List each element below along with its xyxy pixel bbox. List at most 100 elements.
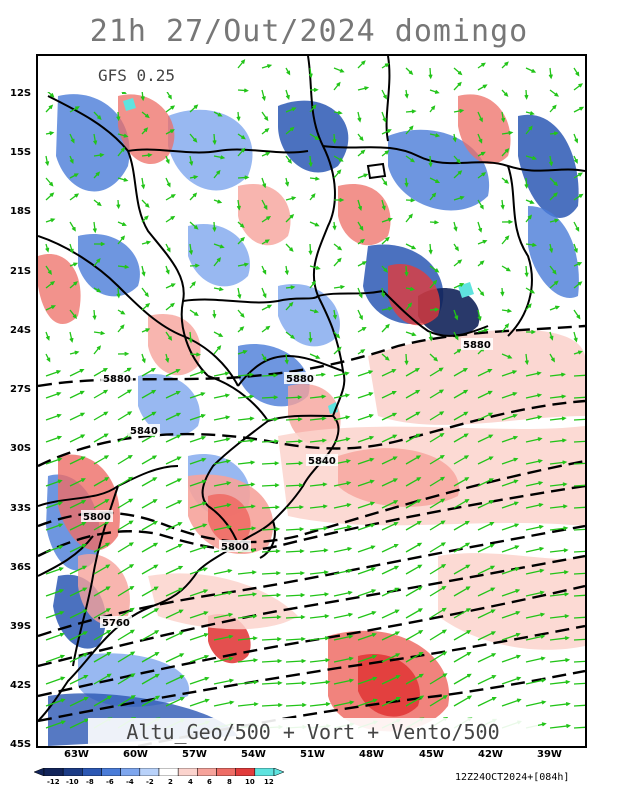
wind-arrow [477, 62, 486, 69]
wind-arrow [45, 280, 56, 289]
wind-arrow [357, 654, 378, 663]
wind-arrow [45, 654, 66, 663]
wind-arrow [381, 609, 400, 619]
wind-arrow [93, 367, 108, 377]
wind-arrow [380, 287, 386, 298]
wind-arrow [261, 177, 267, 189]
wind-arrow [573, 462, 585, 465]
wind-arrow [333, 546, 353, 553]
wind-arrow [429, 607, 447, 619]
wind-arrow [525, 199, 535, 204]
wind-arrow [357, 567, 377, 575]
wind-arrow [453, 411, 469, 421]
wind-arrow [237, 309, 245, 318]
wind-arrow [501, 323, 510, 333]
wind-arrow [405, 125, 414, 135]
wind-arrow [45, 305, 56, 311]
lat-label: 12S [10, 88, 32, 99]
wind-arrow [573, 309, 581, 320]
wind-arrow [501, 219, 514, 224]
wind-arrow [285, 107, 297, 113]
wind-arrow [45, 353, 51, 363]
wind-arrow [453, 498, 470, 509]
wind-arrow [237, 680, 259, 685]
wind-arrow [429, 563, 447, 575]
wind-arrow [69, 350, 80, 355]
wind-arrow [549, 243, 554, 254]
wind-arrow [117, 324, 125, 333]
wind-arrow [357, 149, 366, 157]
wind-arrow [261, 593, 282, 598]
wind-arrow [381, 63, 390, 69]
wind-arrow [453, 367, 468, 377]
contour-label: 5800 [83, 512, 111, 523]
wind-arrow [573, 262, 583, 267]
wind-arrow [573, 172, 583, 179]
wind-arrow [333, 590, 353, 597]
wind-arrow [573, 550, 585, 553]
wind-arrow [453, 695, 473, 707]
wind-arrow [285, 461, 304, 466]
wind-arrow [309, 265, 321, 270]
wind-arrow [261, 353, 267, 362]
wind-arrow [429, 585, 447, 597]
wind-arrow [549, 192, 558, 201]
colorbar-segment [82, 768, 102, 776]
wind-arrow [285, 301, 294, 311]
wind-arrow [333, 503, 352, 509]
wind-arrow [261, 152, 271, 157]
wind-arrow [93, 199, 102, 207]
colorbar-tick: 12 [264, 778, 274, 786]
wind-arrow [93, 111, 102, 120]
wind-arrow [117, 673, 136, 685]
wind-arrow [573, 484, 585, 487]
wind-arrow [117, 411, 133, 421]
wind-arrow [92, 309, 97, 321]
wind-arrow [45, 479, 63, 487]
lon-label: 54W [241, 749, 266, 760]
wind-arrow [285, 549, 305, 554]
wind-arrow [261, 89, 266, 102]
wind-arrow [333, 284, 346, 290]
wind-arrow [141, 695, 161, 707]
wind-arrow [525, 437, 543, 443]
wind-arrow [285, 439, 304, 444]
wind-arrow [309, 353, 321, 359]
wind-arrow [525, 700, 547, 707]
wind-arrow [525, 287, 536, 294]
wind-arrow [357, 501, 376, 509]
wind-arrow [141, 586, 159, 597]
wind-arrow [165, 369, 181, 377]
wind-arrow [237, 147, 246, 157]
wind-arrow [309, 221, 320, 227]
colorbar-segment [120, 768, 141, 776]
lat-label: 15S [10, 147, 32, 158]
wind-arrow [477, 221, 483, 233]
wind-arrow [188, 331, 193, 344]
colorbar-tick: 8 [227, 778, 232, 786]
wind-arrow [405, 286, 415, 292]
wind-arrow [549, 331, 554, 341]
wind-arrow [381, 522, 399, 531]
wind-arrow [405, 243, 417, 250]
wind-arrow [453, 630, 472, 641]
wind-arrow [213, 286, 224, 292]
wind-arrow [501, 353, 513, 359]
wind-arrow [500, 199, 505, 210]
wind-arrow [381, 150, 390, 157]
wind-arrow [261, 304, 273, 311]
wind-arrow [381, 236, 390, 245]
wind-arrow [549, 372, 566, 377]
wind-arrow [93, 455, 110, 465]
wind-arrow [405, 695, 425, 707]
wind-arrow [237, 59, 246, 69]
wind-arrow [309, 416, 327, 421]
wind-arrow [261, 615, 282, 620]
colorbar-tick: -12 [47, 778, 60, 786]
wind-arrow [357, 287, 363, 299]
wind-arrow [93, 608, 112, 619]
wind-arrow [549, 657, 571, 663]
colorbar-segment [197, 768, 217, 776]
wind-arrow [477, 456, 494, 465]
wind-arrow [189, 414, 206, 421]
